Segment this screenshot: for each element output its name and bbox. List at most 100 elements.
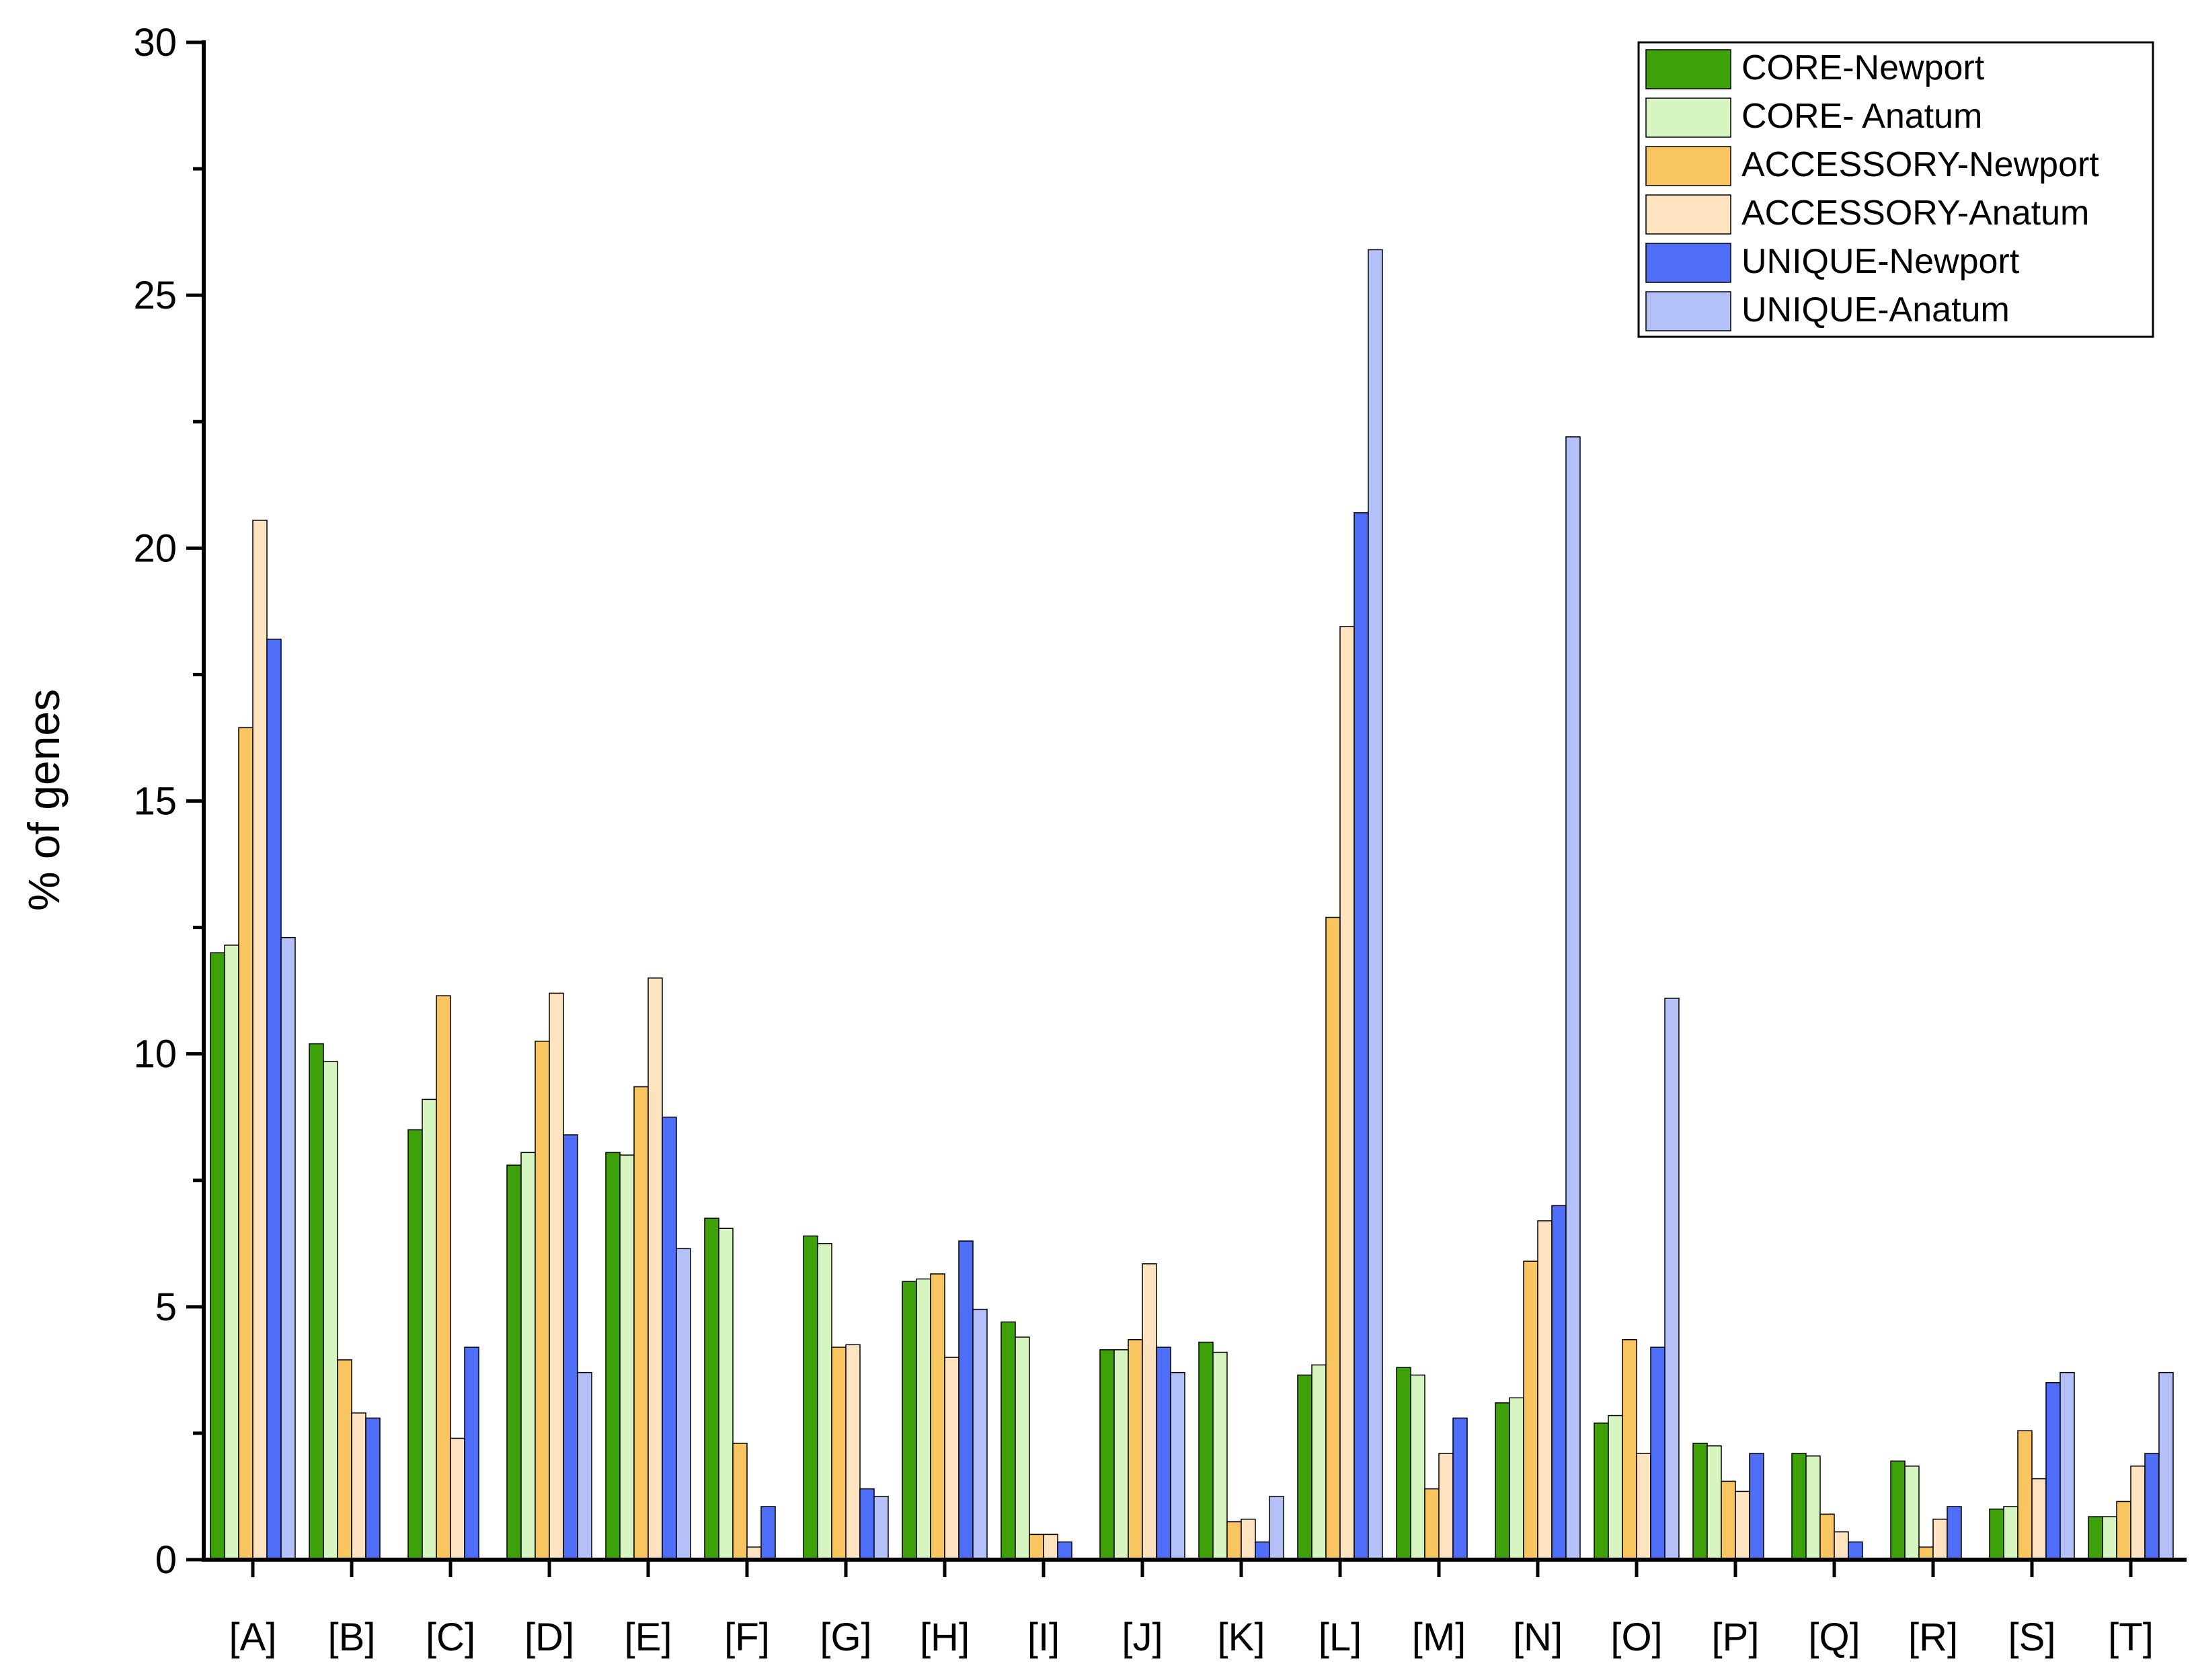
- bar: [1212, 1351, 1228, 1560]
- x-tick-label: [A]: [229, 1615, 277, 1659]
- bar: [252, 520, 268, 1560]
- bar: [1622, 1338, 1637, 1560]
- bar: [2045, 1382, 2061, 1560]
- bar: [1043, 1533, 1058, 1560]
- bar: [1241, 1519, 1256, 1560]
- bar: [309, 1043, 324, 1560]
- x-tick-label: [I]: [1027, 1615, 1060, 1659]
- bar: [238, 727, 253, 1560]
- bar: [1297, 1374, 1312, 1560]
- bar: [732, 1443, 748, 1560]
- bar: [464, 1347, 479, 1560]
- x-ticks: [A] [B] [C] [D] [E] [F] [G] [H] [I] [J] [K] [L] [M] […: [229, 1560, 2154, 1659]
- legend-swatch: [1645, 291, 1731, 331]
- y-tick-label: 15: [133, 780, 177, 824]
- bar: [1890, 1460, 1906, 1560]
- bar: [944, 1357, 959, 1560]
- bar: [972, 1308, 988, 1560]
- bar: [577, 1371, 592, 1560]
- bar: [873, 1496, 889, 1560]
- bar: [1735, 1490, 1750, 1560]
- bar: [337, 1359, 352, 1560]
- bar: [1608, 1414, 1623, 1560]
- bar: [1325, 916, 1341, 1560]
- bar: [323, 1061, 338, 1560]
- legend-box: [1637, 41, 2154, 338]
- bar: [407, 1129, 423, 1560]
- x-tick-label: [N]: [1513, 1615, 1563, 1659]
- bar: [1989, 1509, 2004, 1560]
- bar: [365, 1417, 381, 1560]
- bar: [1932, 1519, 1948, 1560]
- bar: [1156, 1347, 1171, 1560]
- bar: [633, 1086, 649, 1560]
- x-tick-label: [C]: [426, 1615, 475, 1659]
- bar: [1001, 1321, 1016, 1560]
- bar: [436, 995, 451, 1560]
- bar: [1523, 1261, 1538, 1560]
- legend-swatch: [1645, 146, 1731, 186]
- bar: [1226, 1521, 1242, 1560]
- x-tick-label: [F]: [724, 1615, 770, 1659]
- legend-label: UNIQUE-Anatum: [1741, 290, 2010, 329]
- bar: [1848, 1541, 1863, 1560]
- bar: [1636, 1453, 1651, 1560]
- x-tick-label: [K]: [1218, 1615, 1265, 1659]
- bar: [520, 1152, 536, 1560]
- bar: [2060, 1371, 2075, 1560]
- bar: [803, 1235, 818, 1560]
- bar: [930, 1273, 945, 1560]
- bar: [662, 1116, 677, 1560]
- bar: [535, 1041, 550, 1560]
- legend-label: UNIQUE-Newport: [1741, 242, 2020, 281]
- legend-items: CORE-Newport CORE- Anatum ACCESSORY-Newpor…: [1645, 48, 2099, 331]
- legend-label: ACCESSORY-Anatum: [1741, 194, 2089, 233]
- bar: [619, 1154, 635, 1560]
- bar: [280, 936, 296, 1560]
- bar: [2003, 1506, 2018, 1560]
- y-tick-label: 0: [155, 1538, 177, 1582]
- bar: [1255, 1541, 1270, 1560]
- legend-swatch: [1645, 194, 1731, 235]
- bar: [2144, 1453, 2160, 1560]
- x-tick-label: [S]: [2008, 1615, 2056, 1659]
- bar: [1819, 1513, 1835, 1560]
- x-tick-label: [J]: [1122, 1615, 1163, 1659]
- bars-layer: [210, 249, 2174, 1560]
- bar: [450, 1437, 465, 1560]
- bar: [1791, 1453, 1807, 1560]
- bar: [2031, 1478, 2047, 1560]
- bar: [2158, 1371, 2174, 1560]
- bar: [1805, 1455, 1821, 1560]
- legend: CORE-Newport CORE- Anatum ACCESSORY-Newpor…: [1637, 41, 2154, 338]
- y-tick-label: 5: [155, 1285, 177, 1329]
- bar: [831, 1347, 847, 1560]
- bar: [1170, 1371, 1185, 1560]
- bar: [2116, 1501, 2131, 1560]
- bar: [1904, 1466, 1920, 1560]
- bar: [1368, 249, 1383, 1560]
- bar: [2088, 1516, 2103, 1560]
- y-axis-label: % of genes: [19, 689, 69, 911]
- legend-label: CORE- Anatum: [1741, 97, 1982, 136]
- bar: [1015, 1336, 1030, 1560]
- bar: [1495, 1402, 1510, 1560]
- bar: [760, 1506, 776, 1560]
- bar: [266, 639, 282, 1560]
- bar: [351, 1412, 366, 1560]
- bar: [1128, 1338, 1143, 1560]
- bar: [845, 1344, 861, 1560]
- legend-label: CORE-Newport: [1741, 48, 1985, 87]
- bar: [1396, 1367, 1411, 1560]
- bar: [1029, 1533, 1044, 1560]
- bar: [563, 1134, 578, 1560]
- bar: [549, 992, 564, 1560]
- bar: [1057, 1541, 1072, 1560]
- bar: [605, 1152, 621, 1560]
- x-tick-label: [B]: [328, 1615, 376, 1659]
- bar: [1142, 1263, 1157, 1560]
- x-tick-label: [L]: [1319, 1615, 1362, 1659]
- legend-swatch: [1645, 97, 1731, 138]
- bar: [1650, 1347, 1665, 1560]
